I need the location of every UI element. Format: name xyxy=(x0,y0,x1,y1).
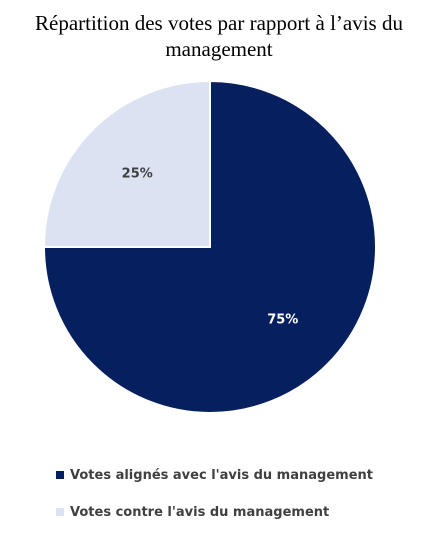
pie-label-aligned: 75% xyxy=(267,312,298,327)
pie-slice-against xyxy=(42,79,211,248)
chart-title: Répartition des votes par rapport à l’av… xyxy=(0,10,438,62)
legend-label-aligned: Votes alignés avec l'avis du management xyxy=(70,467,373,483)
chart-legend: Votes alignés avec l'avis du management … xyxy=(56,466,373,540)
legend-item-against: Votes contre l'avis du management xyxy=(56,503,373,521)
legend-label-against: Votes contre l'avis du management xyxy=(70,504,330,520)
legend-swatch-against xyxy=(56,508,64,516)
pie-label-against: 25% xyxy=(122,167,153,182)
pie-chart: 75% 25% xyxy=(42,79,377,414)
legend-swatch-aligned xyxy=(56,471,64,479)
pie-slice-aligned xyxy=(42,79,377,414)
legend-item-aligned: Votes alignés avec l'avis du management xyxy=(56,466,373,484)
chart-title-line-1: Répartition des votes par rapport à l’av… xyxy=(35,11,403,35)
chart-title-line-2: management xyxy=(165,37,273,61)
